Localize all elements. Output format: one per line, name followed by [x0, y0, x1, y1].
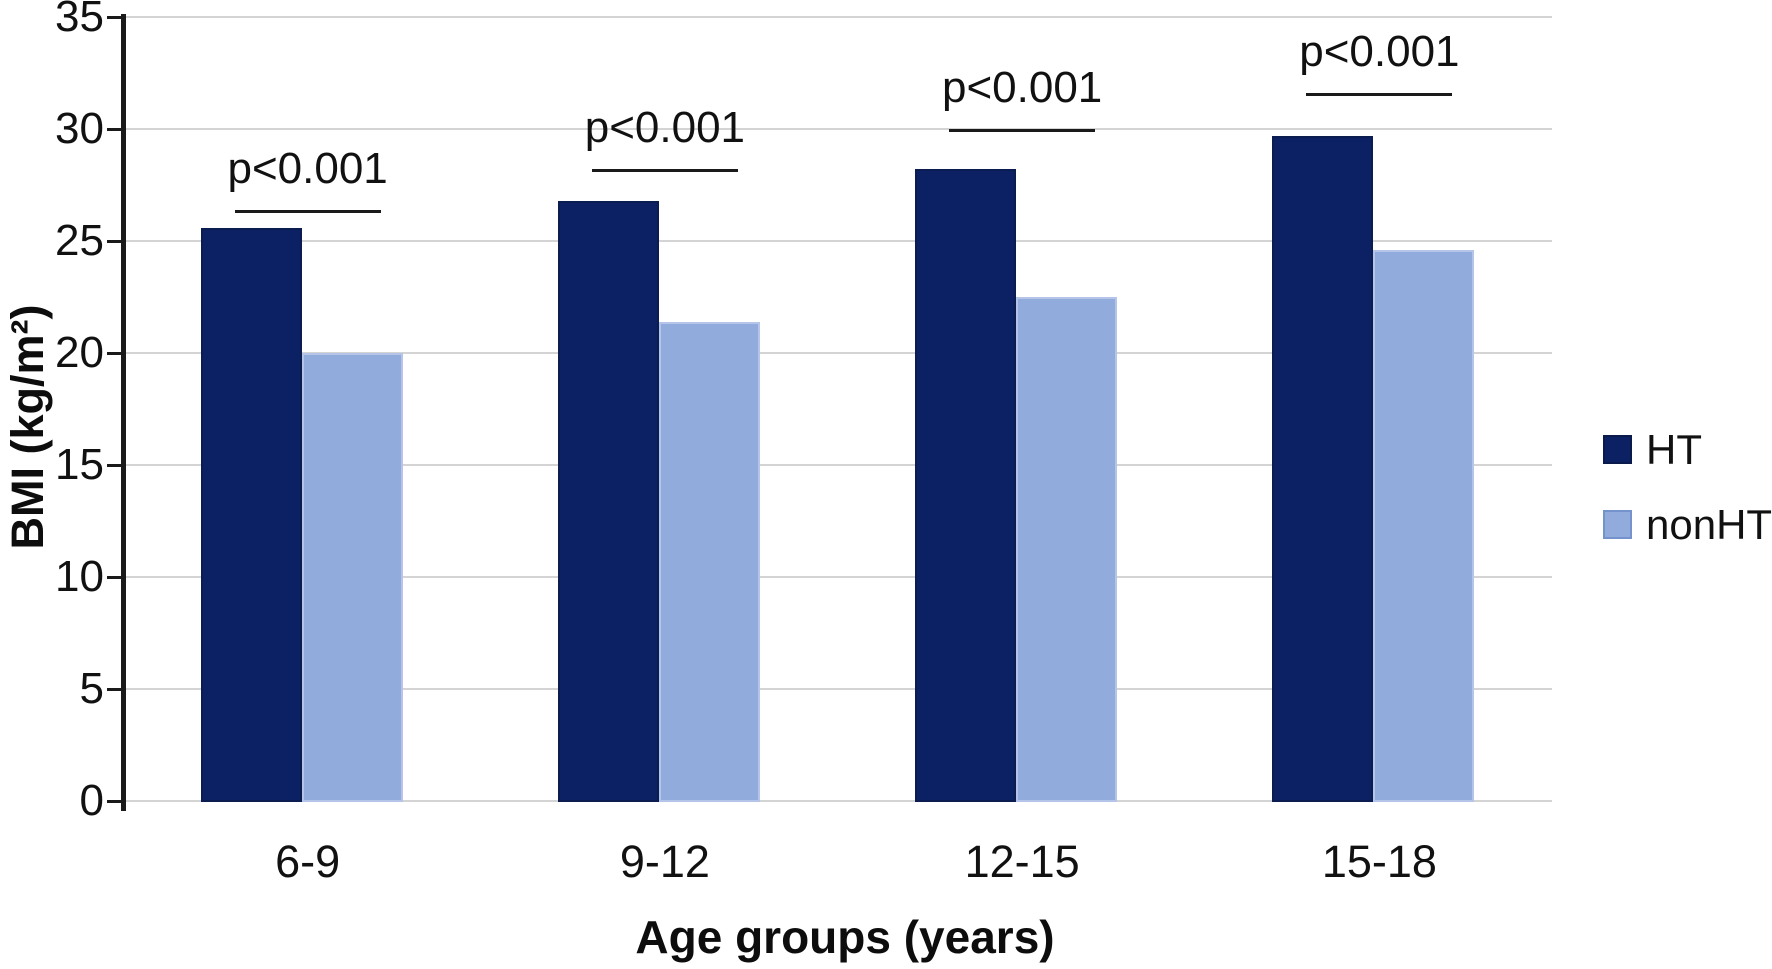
grid-line — [123, 576, 1552, 578]
significance-line — [591, 169, 738, 173]
legend-swatch-nonHT — [1603, 510, 1632, 539]
significance-label: p<0.001 — [227, 143, 388, 193]
bar-nonHT-12-15 — [1016, 297, 1118, 802]
x-tick-label: 9-12 — [619, 836, 710, 887]
grid-line — [123, 464, 1552, 466]
x-axis-title: Age groups (years) — [635, 911, 1055, 963]
grid-line — [123, 352, 1552, 354]
significance-label: p<0.001 — [1299, 27, 1460, 77]
significance-label: p<0.001 — [584, 103, 746, 153]
y-axis-tick — [107, 352, 123, 355]
y-axis-tick — [107, 576, 123, 579]
y-tick-label: 35 — [55, 0, 104, 41]
bar-HT-12-15 — [915, 169, 1017, 802]
legend-swatch-HT — [1603, 435, 1632, 464]
y-axis-tick — [107, 464, 123, 467]
y-tick-label: 0 — [79, 776, 104, 825]
bar-HT-15-18 — [1272, 135, 1374, 802]
y-tick-label: 20 — [55, 328, 104, 377]
bar-HT-9-12 — [557, 200, 659, 802]
y-axis-tick — [107, 688, 123, 691]
bar-nonHT-6-9 — [301, 353, 403, 802]
y-axis-title: BMI (kg/m²) — [2, 304, 53, 550]
significance-line — [1306, 93, 1453, 97]
y-tick-label: 25 — [55, 216, 104, 265]
significance-line — [234, 209, 381, 213]
grid-line — [123, 16, 1552, 18]
significance-line — [949, 129, 1096, 132]
legend: HT nonHT — [1590, 420, 1772, 560]
bar-nonHT-9-12 — [658, 321, 760, 802]
y-tick-label: 10 — [55, 552, 104, 601]
significance-label: p<0.001 — [941, 63, 1103, 112]
x-tick-label: 15-18 — [1321, 836, 1437, 887]
bar-HT-6-9 — [200, 227, 302, 802]
grid-line — [123, 800, 1552, 802]
y-axis-tick — [107, 16, 123, 19]
y-axis-line — [121, 14, 126, 811]
x-tick-label: 12-15 — [964, 836, 1080, 887]
bar-nonHT-15-18 — [1373, 249, 1475, 802]
y-axis-tick — [107, 800, 123, 803]
legend-label-HT: HT — [1646, 426, 1702, 473]
y-tick-label: 5 — [79, 664, 104, 713]
legend-label-nonHT: nonHT — [1646, 501, 1772, 548]
grid-line — [123, 128, 1552, 130]
grid-line — [123, 688, 1552, 690]
x-tick-label: 6-9 — [275, 836, 341, 887]
y-axis-tick — [107, 128, 123, 131]
y-tick-label: 30 — [55, 104, 104, 153]
y-tick-label: 15 — [55, 440, 104, 489]
grid-line — [123, 240, 1552, 242]
y-axis-tick — [107, 240, 123, 243]
